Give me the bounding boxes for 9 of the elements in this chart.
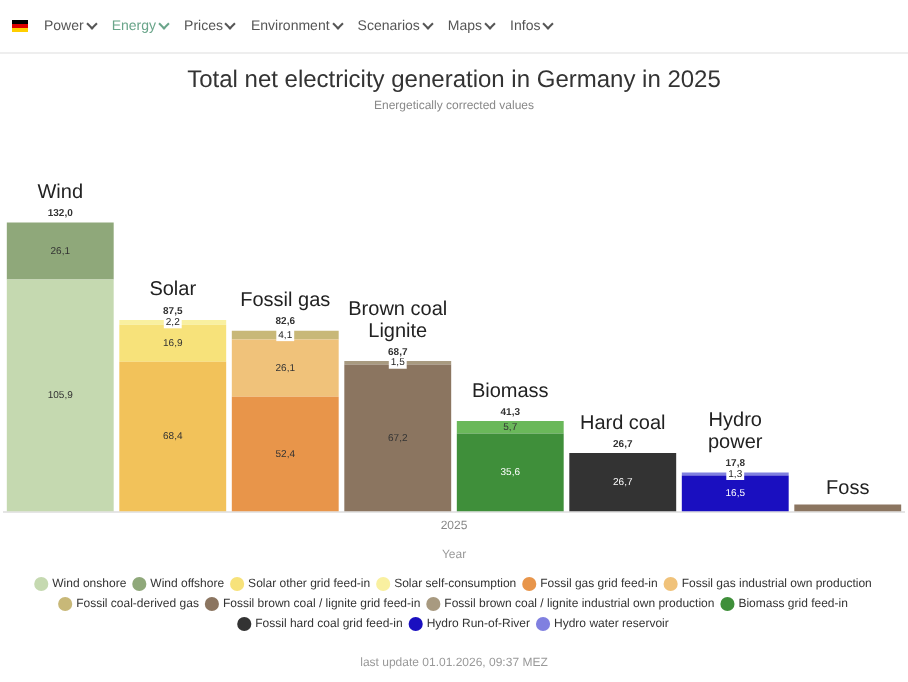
x-tick-label: Brown coal Lignite (348, 298, 448, 343)
x-tick-label: Fossil gas (240, 290, 331, 313)
x-tick-label: Foss (826, 478, 870, 501)
x-tick-label: Biomass (471, 380, 549, 403)
x-tick-label: Hard coal (579, 412, 666, 435)
x-tick-label: Hydro power (708, 410, 764, 455)
x-tick-label: Wind (37, 181, 84, 204)
x-tick-label: Solar (149, 279, 198, 302)
chart-title: Total net electricity generation in Germany in 2025 (187, 65, 722, 94)
